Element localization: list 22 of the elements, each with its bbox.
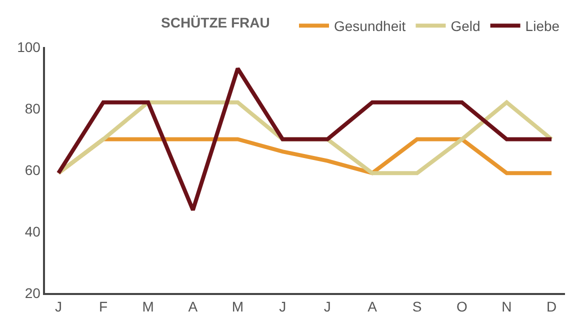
x-tick-label: O <box>456 298 468 315</box>
x-tick-label: J <box>54 298 62 315</box>
y-tick-label: 20 <box>24 284 41 301</box>
legend-label: Gesundheit <box>334 18 406 34</box>
x-tick-label: A <box>368 298 378 315</box>
x-tick-label: M <box>232 298 244 315</box>
x-tick-label: S <box>412 298 422 315</box>
y-tick-label: 80 <box>24 100 41 116</box>
legend-label: Geld <box>450 18 480 34</box>
x-tick-label: J <box>324 298 331 315</box>
x-tick-label: F <box>99 298 108 315</box>
x-tick-label: M <box>142 298 154 315</box>
x-tick-label: D <box>546 298 557 315</box>
x-tick-label: J <box>279 298 286 315</box>
x-tick-label: A <box>188 298 198 315</box>
legend-label: Liebe <box>525 18 560 34</box>
y-tick-label: 40 <box>24 223 41 240</box>
y-tick-label: 100 <box>17 38 41 55</box>
y-tick-label: 60 <box>24 162 41 178</box>
x-tick-label: N <box>502 298 512 315</box>
chart-title: SCHÜTZE FRAU <box>161 14 270 31</box>
line-series <box>56 66 554 212</box>
